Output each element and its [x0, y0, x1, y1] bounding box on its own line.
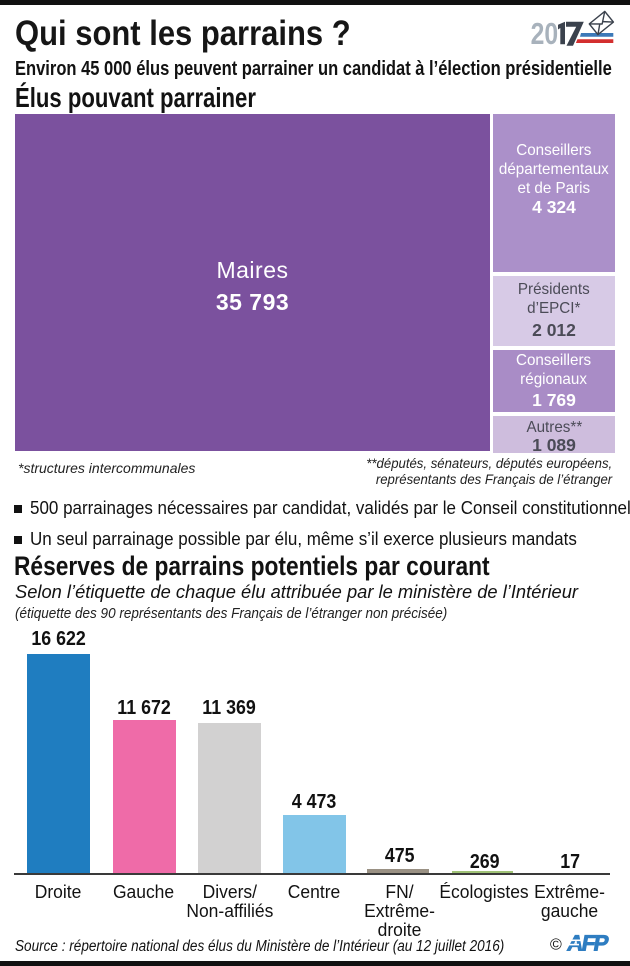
- svg-text:AFP: AFP: [566, 931, 612, 956]
- svg-text:©: ©: [550, 937, 562, 954]
- svg-text:20: 20: [531, 17, 558, 51]
